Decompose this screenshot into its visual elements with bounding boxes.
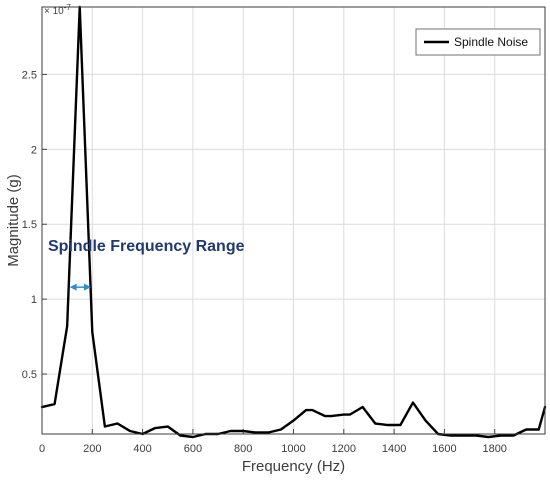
y-tick-label: 1	[31, 294, 37, 306]
data-point	[500, 434, 502, 436]
legend: Spindle Noise	[415, 28, 541, 56]
x-tick-label: 1800	[482, 443, 506, 455]
data-point	[513, 434, 515, 436]
x-tick-label: 400	[133, 443, 151, 455]
data-point	[525, 429, 527, 431]
data-point	[66, 325, 68, 327]
x-tick-label: 1600	[432, 443, 456, 455]
data-point	[154, 427, 156, 429]
x-tick-label: 1000	[281, 443, 305, 455]
data-point	[255, 432, 257, 434]
data-point	[167, 426, 169, 428]
range-arrow-right-head	[84, 283, 92, 291]
x-tick-label: 1400	[382, 443, 406, 455]
x-tick-label: 800	[234, 443, 252, 455]
y-exponent-prefix: × 10	[44, 6, 64, 17]
data-point	[192, 436, 194, 438]
data-point	[305, 409, 307, 411]
legend-box	[415, 28, 541, 56]
data-point	[54, 403, 56, 405]
data-point	[538, 429, 540, 431]
data-point	[374, 423, 376, 425]
x-axis-label: Frequency (Hz)	[242, 458, 345, 475]
data-point	[330, 415, 332, 417]
y-tick-label: 1.5	[22, 219, 37, 231]
grid-lines	[41, 7, 545, 434]
data-point	[475, 434, 477, 436]
y-tick-label: 2	[31, 144, 37, 156]
data-point	[412, 402, 414, 404]
y-exponent-label: × 10-7	[44, 3, 71, 17]
data-point	[349, 414, 351, 416]
annotation-label: Spindle Frequency Range	[48, 238, 245, 255]
data-point	[425, 420, 427, 422]
y-tick-label: 2.5	[22, 69, 37, 81]
legend-label: Spindle Noise	[454, 35, 528, 49]
data-point	[230, 430, 232, 432]
svg-text:× 10-7: × 10-7	[44, 3, 71, 17]
data-point	[324, 415, 326, 417]
y-axis-label: Magnitude (g)	[5, 174, 22, 267]
x-tick-label: 200	[83, 443, 101, 455]
data-point	[116, 423, 118, 425]
y-tick-label: 0.5	[22, 369, 37, 381]
data-point	[399, 424, 401, 426]
annotation-layer: Spindle Frequency Range	[48, 238, 245, 291]
data-point	[280, 429, 282, 431]
data-point	[129, 430, 131, 432]
range-arrow-left-head	[69, 283, 77, 291]
data-point	[179, 434, 181, 436]
data-point	[462, 434, 464, 436]
y-exponent-power: -7	[64, 3, 72, 12]
data-point	[242, 430, 244, 432]
data-point	[362, 406, 364, 408]
x-tick-label: 1200	[332, 443, 356, 455]
series-line-0	[40, 5, 547, 439]
plot-frame	[41, 6, 546, 435]
data-point	[450, 434, 452, 436]
x-tick-label: 0	[39, 443, 45, 455]
data-point	[293, 420, 295, 422]
x-tick-label: 600	[184, 443, 202, 455]
data-point	[387, 424, 389, 426]
axis-ticks: 0 200 400 600 800 1000 1200 1400 1600 1800 0.5 1 1.5…	[22, 69, 507, 455]
data-point	[104, 426, 106, 428]
data-point	[487, 436, 489, 438]
data-point	[343, 414, 345, 416]
data-point	[311, 409, 313, 411]
data-point	[267, 432, 269, 434]
data-point	[91, 331, 93, 333]
series-layer	[40, 5, 547, 439]
